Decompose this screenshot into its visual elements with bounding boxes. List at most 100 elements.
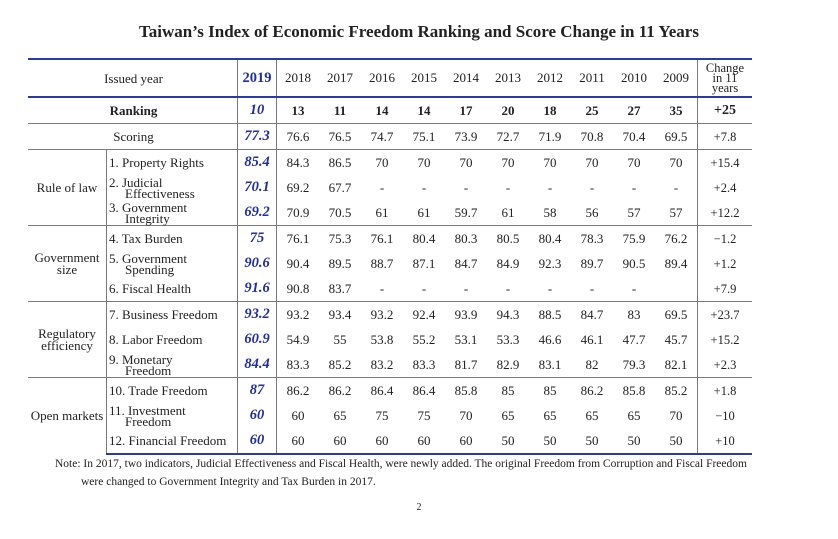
table-cell: 69.2 — [237, 200, 277, 226]
table-row: Regulatory efficiency 7. Business Freedom 9… — [28, 301, 752, 378]
category-name: Open markets — [30, 408, 104, 423]
indicator-label: 1. Property Rights — [106, 149, 238, 175]
table-cell: 90.4 — [286, 255, 310, 271]
table-cell: 83.2 — [370, 356, 394, 372]
change-cell: +7.8 — [697, 123, 752, 150]
indicator-name: 2. Judicial — [109, 174, 163, 190]
category-label: Open markets — [28, 377, 107, 454]
table-cell: 70.5 — [328, 204, 352, 220]
table-cell: 90.6 — [237, 251, 277, 276]
change-header-line: in 11 — [712, 71, 738, 85]
indicator-name-cont: Freedom — [125, 362, 172, 378]
table-cell: 70.9 — [286, 204, 310, 220]
table-cell: 93.2 — [361, 301, 403, 327]
table-cell: - — [505, 280, 511, 296]
table-cell: 82 — [585, 356, 599, 372]
table-cell: 58 — [543, 204, 557, 220]
table-cell: 56 — [585, 204, 599, 220]
table-cell: 85.2 — [655, 377, 698, 403]
table-cell: 90.8 — [286, 280, 310, 296]
table-cell — [655, 276, 698, 302]
table-cell: 93.4 — [319, 301, 361, 327]
table-cell: 35 — [655, 96, 698, 124]
table-cell: 84.9 — [496, 255, 520, 271]
table-cell: 69.5 — [655, 123, 698, 150]
table-cell: 54.9 — [286, 331, 310, 347]
table-cell: 86.5 — [319, 149, 361, 175]
note-line-2: were changed to Government Integrity and… — [81, 476, 376, 488]
table-cell: 61 — [501, 204, 515, 220]
table-cell: 60 — [319, 428, 361, 455]
year-header: 2012 — [529, 58, 571, 97]
indicator-label: 10. Trade Freedom — [106, 377, 238, 403]
indicator-label: 5. Government Spending — [106, 250, 238, 276]
change-header: Change in 11 years — [697, 58, 752, 97]
table-cell: 50 — [613, 428, 655, 455]
table-cell: 75 — [417, 407, 431, 423]
change-cell: +15.4 — [697, 149, 752, 175]
table-cell: 76.5 — [319, 123, 361, 150]
table-row: Open markets 10. Trade Freedom 87 86.2 86.2 8… — [28, 377, 752, 454]
table-cell: 84.3 — [276, 149, 319, 175]
table-row: 6. Fiscal Health 91.6 90.8 83.7 - - - - - - - +7.9 — [28, 276, 752, 302]
table-cell: 88.7 — [370, 255, 394, 271]
table-cell: - — [589, 179, 595, 195]
table-cell: 14 — [403, 96, 445, 124]
table-row: 3. Government Integrity 69.2 70.9 70.5 61 61 59… — [28, 200, 752, 226]
table-cell: 70 — [571, 149, 613, 175]
table-cell: 84.7 — [454, 255, 478, 271]
table-cell: 70 — [529, 149, 571, 175]
table-cell: 86.4 — [403, 377, 445, 403]
table-cell: 50 — [487, 428, 529, 455]
indicator-name: 3. Government — [109, 199, 187, 215]
table-cell: 75.3 — [319, 225, 361, 251]
indicator-name-cont: Freedom — [125, 413, 172, 429]
table-cell: 11 — [319, 96, 361, 124]
table-cell: 69.2 — [286, 179, 310, 195]
table-cell: 92.4 — [403, 301, 445, 327]
table-cell: 50 — [655, 428, 698, 455]
indicator-label: 6. Fiscal Health — [106, 276, 238, 302]
header-row: Issued year 2019 2018 2017 2016 2015 2014 2013 2… — [28, 58, 752, 97]
table-cell: 61 — [375, 204, 389, 220]
category-label: Regulatory efficiency — [28, 301, 107, 378]
table-cell: 82.9 — [496, 356, 520, 372]
page-title: Taiwan’s Index of Economic Freedom Ranki… — [139, 22, 699, 41]
table-row: Rule of law 1. Property Rights 85.4 84.3 86.… — [28, 149, 752, 226]
year-header: 2011 — [571, 58, 613, 97]
indicator-name-cont: Effectiveness — [125, 185, 195, 201]
table-cell: 83 — [613, 301, 655, 327]
table-cell: 82.1 — [655, 352, 698, 378]
table-cell: 17 — [445, 96, 487, 124]
table-cell: 85.4 — [237, 149, 277, 175]
table-cell: 79.3 — [622, 356, 646, 372]
indicator-label: 4. Tax Burden — [106, 225, 238, 251]
table-cell: - — [631, 179, 637, 195]
table-row: 5. Government Spending 90.6 90.4 89.5 88.7 87.… — [28, 251, 752, 276]
table-row: 8. Labor Freedom 60.9 54.9 55 53.8 55.2 53.1 53… — [28, 327, 752, 352]
change-cell: −10 — [715, 408, 735, 423]
table-cell: 67.7 — [328, 179, 352, 195]
economic-freedom-table: Issued year 2019 2018 2017 2016 2015 2014 2013 2… — [28, 58, 752, 455]
table-cell: 76.1 — [361, 225, 403, 251]
indicator-name-cont: Integrity — [125, 210, 170, 226]
indicator-label: 11. Investment Freedom — [106, 403, 238, 429]
table-cell: 70.1 — [237, 175, 277, 200]
indicator-name: 12. Financial Freedom — [109, 433, 227, 448]
change-cell: +2.4 — [713, 180, 737, 195]
table-cell: 86.2 — [571, 377, 613, 403]
table-cell: 55 — [333, 331, 347, 347]
table-cell: 46.6 — [538, 331, 562, 347]
table-cell: 80.5 — [487, 225, 529, 251]
category-label: Government size — [28, 225, 107, 302]
table-cell: 83.3 — [286, 356, 310, 372]
category-name-cont: efficiency — [41, 337, 93, 353]
table-cell: 60 — [445, 428, 487, 455]
indicator-name: 5. Government — [109, 250, 187, 266]
table-cell: 85 — [487, 377, 529, 403]
year-header: 2010 — [613, 58, 655, 97]
table-cell: 60 — [291, 407, 305, 423]
table-cell: 75.1 — [403, 123, 445, 150]
table-cell: 55.2 — [412, 331, 436, 347]
indicator-name: 8. Labor Freedom — [109, 332, 203, 347]
